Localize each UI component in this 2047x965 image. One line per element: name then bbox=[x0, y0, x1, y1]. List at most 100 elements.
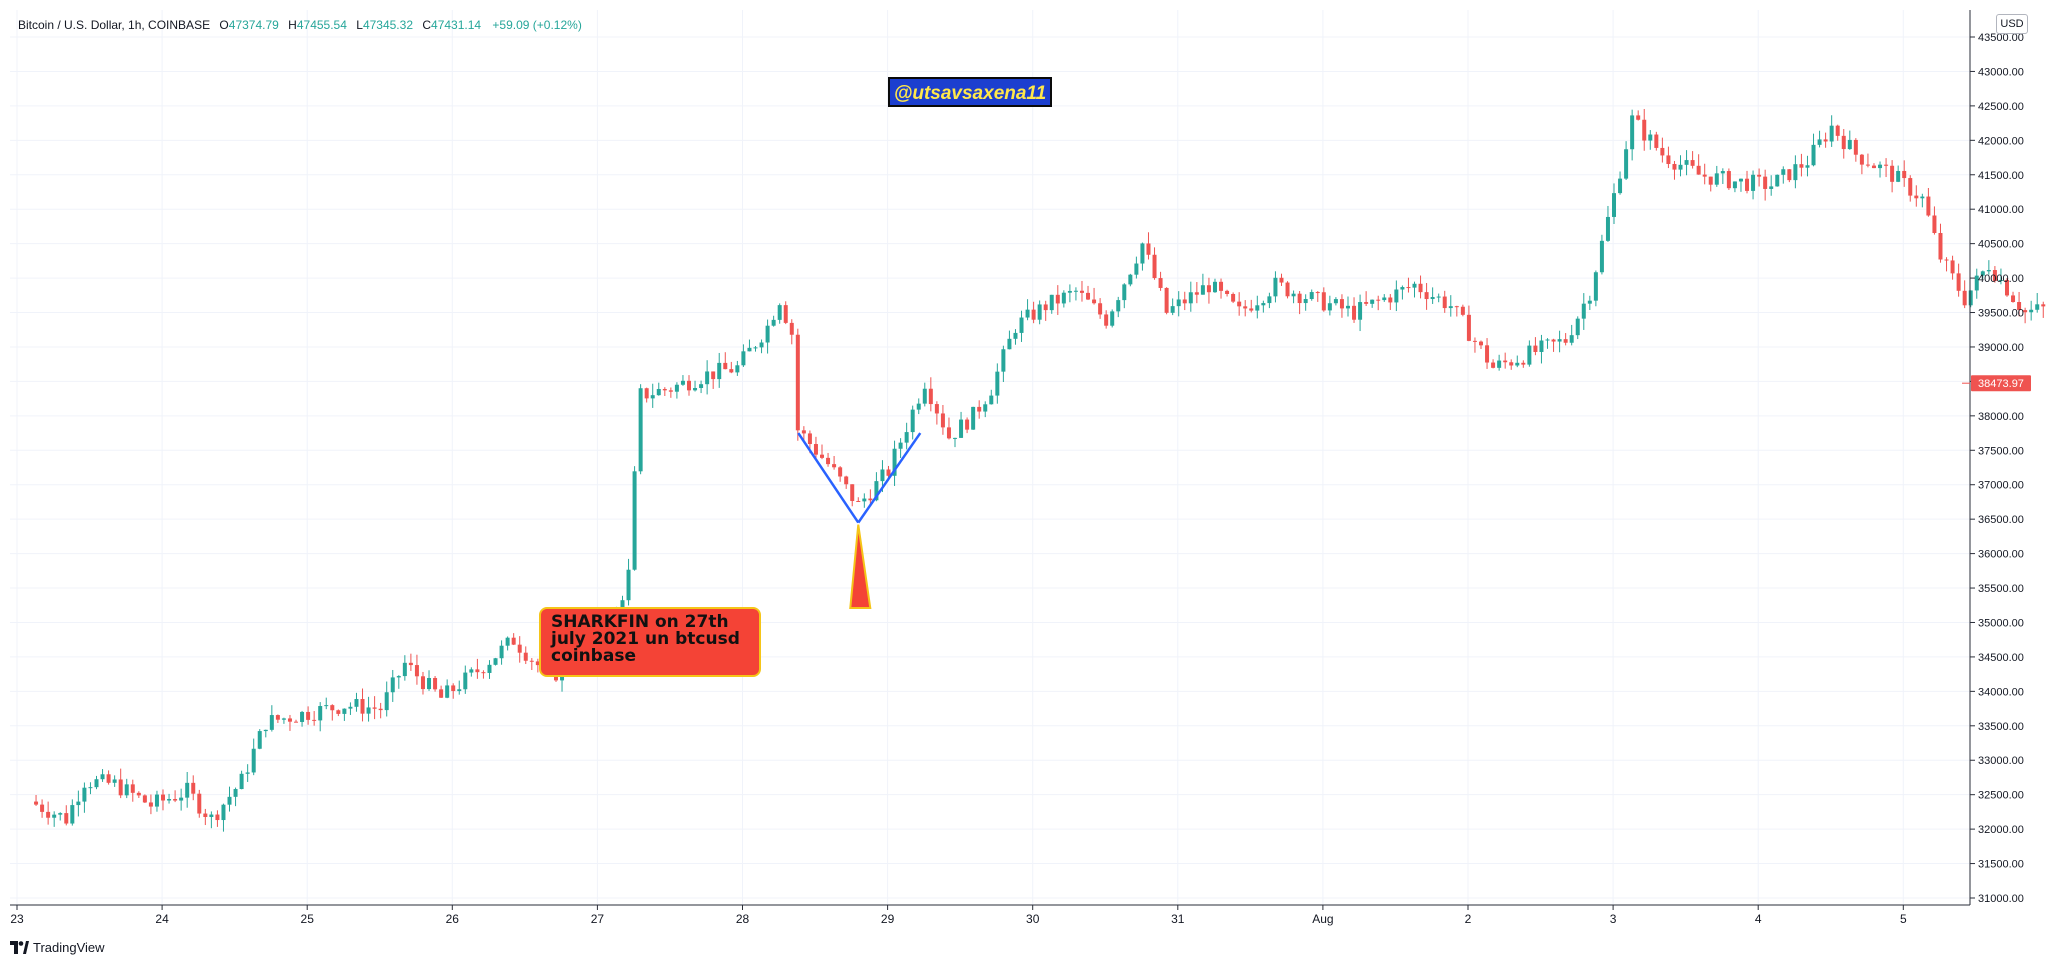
candle-body bbox=[1974, 275, 1979, 291]
candle-body bbox=[76, 801, 81, 806]
candle-body bbox=[439, 689, 444, 698]
candle-body bbox=[959, 419, 964, 438]
candle-body bbox=[294, 721, 299, 723]
candle-body bbox=[348, 706, 353, 709]
open-value: 47374.79 bbox=[228, 18, 279, 32]
candle-body bbox=[1575, 318, 1580, 336]
candle-body bbox=[511, 637, 516, 645]
candle-body bbox=[463, 672, 468, 690]
price-tick-label: 31500.00 bbox=[1978, 859, 2024, 871]
candle-body bbox=[1787, 169, 1792, 181]
candle-body bbox=[336, 710, 341, 714]
time-axis[interactable]: 23 24 25 26 27 28 29 30 31 Aug 2 3 4 5 bbox=[10, 905, 1907, 926]
price-tick-label: 38000.00 bbox=[1978, 411, 2024, 423]
low-value: 47345.32 bbox=[362, 18, 413, 32]
candle-body bbox=[916, 403, 921, 410]
time-tick-label: 27 bbox=[591, 912, 605, 926]
candle-body bbox=[1061, 292, 1066, 304]
candle-body bbox=[1394, 289, 1399, 303]
candle-body bbox=[1763, 176, 1768, 189]
time-tick-label: 30 bbox=[1026, 912, 1040, 926]
candle-body bbox=[2023, 310, 2028, 313]
candle-body bbox=[366, 707, 371, 714]
candle-body bbox=[58, 813, 63, 815]
candle-body bbox=[1243, 306, 1248, 309]
candle-body bbox=[771, 319, 776, 326]
candle-body bbox=[940, 413, 945, 428]
candle-body bbox=[414, 665, 419, 677]
candle-body bbox=[433, 677, 438, 690]
candle-body bbox=[995, 371, 1000, 396]
candle-body bbox=[1412, 283, 1417, 288]
candle-body bbox=[626, 569, 631, 601]
time-tick-label: 2 bbox=[1465, 912, 1472, 926]
candle-body bbox=[1025, 309, 1030, 318]
candle-body bbox=[1448, 306, 1453, 309]
candle-body bbox=[1225, 290, 1230, 294]
candle-body bbox=[1908, 178, 1913, 196]
candle-body bbox=[1865, 164, 1870, 166]
price-tick-label: 32500.00 bbox=[1978, 790, 2024, 802]
candle-body bbox=[753, 347, 758, 349]
candle-body bbox=[971, 406, 976, 430]
candle-body bbox=[1757, 174, 1762, 177]
candle-body bbox=[1321, 292, 1326, 311]
candle-body bbox=[668, 390, 673, 392]
price-tick-label: 41500.00 bbox=[1978, 170, 2024, 182]
candle-body bbox=[1049, 294, 1054, 311]
candle-body bbox=[1956, 273, 1961, 291]
candle-body bbox=[1146, 243, 1151, 255]
candle-body bbox=[1237, 301, 1242, 307]
time-tick-label: 23 bbox=[10, 912, 24, 926]
candle-body bbox=[874, 481, 879, 501]
candle-body bbox=[1847, 139, 1852, 150]
candle-body bbox=[862, 498, 867, 502]
candle-body bbox=[185, 782, 190, 798]
price-tick-label: 42000.00 bbox=[1978, 135, 2024, 147]
candle-body bbox=[239, 773, 244, 790]
time-tick-label: 26 bbox=[446, 912, 460, 926]
candle-body bbox=[1932, 215, 1937, 234]
candle-body bbox=[844, 476, 849, 485]
candle-body bbox=[1533, 345, 1538, 352]
low-label: L bbox=[356, 18, 363, 32]
candle-body bbox=[1690, 160, 1695, 166]
sharkfin-right-leg bbox=[857, 432, 922, 524]
candle-body bbox=[777, 305, 782, 320]
candle-body bbox=[1666, 155, 1671, 164]
candle-body bbox=[451, 685, 456, 692]
candle-body bbox=[1696, 165, 1701, 175]
candle-body bbox=[1406, 287, 1411, 289]
candle-body bbox=[1170, 306, 1175, 313]
price-tick-label: 39500.00 bbox=[1978, 308, 2024, 320]
candle-body bbox=[191, 782, 196, 794]
candle-body bbox=[686, 380, 691, 391]
candle-body bbox=[1624, 149, 1629, 179]
sharkfin-pattern[interactable] bbox=[797, 432, 922, 609]
candle-body bbox=[505, 637, 510, 646]
tradingview-branding[interactable]: TradingView bbox=[10, 940, 105, 955]
candle-body bbox=[1001, 349, 1006, 372]
candle-body bbox=[1684, 160, 1689, 165]
candle-body bbox=[820, 454, 825, 458]
candle-body bbox=[1485, 345, 1490, 363]
candle-body bbox=[1823, 139, 1828, 142]
candle-body bbox=[1418, 283, 1423, 293]
candle-body bbox=[922, 388, 927, 404]
sharkfin-callout[interactable]: SHARKFIN on 27th july 2021 un btcusd coi… bbox=[539, 607, 761, 677]
candle-body bbox=[1255, 305, 1260, 311]
candle-body bbox=[1273, 277, 1278, 297]
candle-body bbox=[1835, 125, 1840, 136]
candle-body bbox=[1086, 292, 1091, 300]
candle-body bbox=[1853, 139, 1858, 155]
currency-button[interactable]: USD bbox=[1996, 14, 2028, 34]
sharkfin-left-leg bbox=[797, 432, 860, 524]
candle-body bbox=[1098, 303, 1103, 315]
candle-body bbox=[203, 813, 208, 818]
price-axis[interactable]: 43500.00 43000.00 42500.00 42000.00 41500.00… bbox=[1970, 32, 2024, 905]
time-tick-label: 3 bbox=[1610, 912, 1617, 926]
symbol-title[interactable]: Bitcoin / U.S. Dollar, 1h, COINBASE bbox=[18, 18, 211, 32]
candle-body bbox=[1720, 171, 1725, 174]
candle-body bbox=[1503, 360, 1508, 363]
